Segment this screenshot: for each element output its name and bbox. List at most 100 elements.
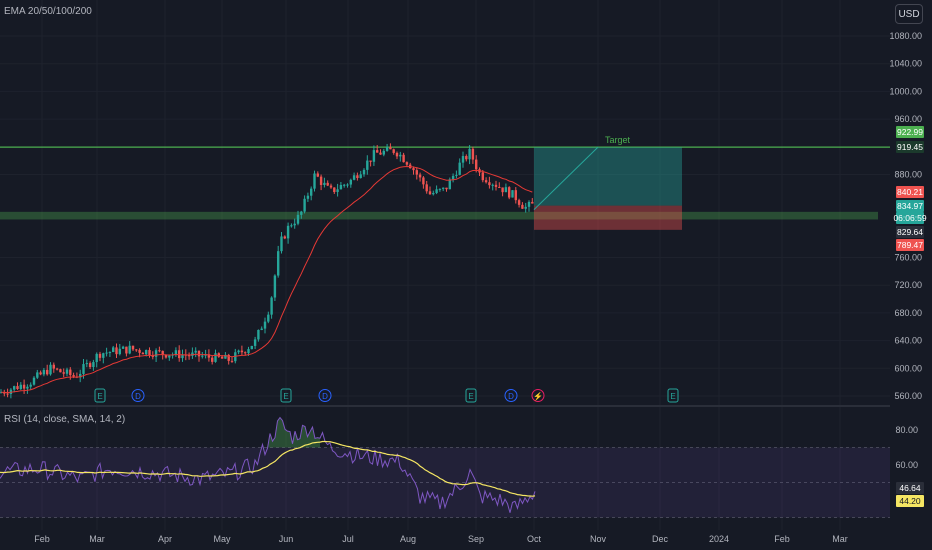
candle-body bbox=[435, 189, 438, 193]
support-zone bbox=[0, 211, 878, 220]
candle-body bbox=[88, 363, 92, 368]
candle-body bbox=[273, 275, 277, 298]
candle-body bbox=[402, 154, 405, 163]
candle-body bbox=[141, 352, 145, 355]
candle-body bbox=[211, 357, 214, 362]
candle-body bbox=[22, 384, 26, 389]
ema-indicator-label[interactable]: EMA 20/50/100/200 bbox=[4, 6, 92, 17]
candle-body bbox=[46, 369, 49, 375]
candle-body bbox=[300, 211, 303, 215]
candle-body bbox=[392, 149, 395, 153]
candle-body bbox=[514, 190, 517, 201]
candle-body bbox=[366, 160, 369, 170]
candle-body bbox=[32, 377, 36, 385]
candle-body bbox=[352, 175, 356, 180]
target-label: Target bbox=[605, 135, 631, 145]
event-marker-dividend bbox=[504, 389, 518, 402]
rsi-indicator-label[interactable]: RSI (14, close, SMA, 14, 2) bbox=[4, 414, 126, 425]
candlestick-series bbox=[0, 143, 534, 399]
candle-body bbox=[59, 369, 62, 373]
candle-body bbox=[92, 362, 95, 368]
event-marker-dividend bbox=[318, 389, 332, 402]
candle-body bbox=[36, 372, 39, 378]
event-marker-text: E bbox=[670, 392, 675, 401]
candle-body bbox=[389, 147, 392, 150]
event-marker-earnings bbox=[94, 388, 106, 403]
candle-body bbox=[442, 187, 445, 189]
rsi-value-label-bg bbox=[896, 495, 924, 507]
ema-line bbox=[0, 165, 533, 394]
candle-body bbox=[511, 190, 514, 198]
candle-body bbox=[451, 175, 455, 180]
event-marker-earnings bbox=[667, 388, 679, 403]
candle-body bbox=[3, 392, 6, 394]
event-marker-earnings bbox=[280, 388, 292, 403]
price-axis[interactable]: 1080.00 1040.00 1000.00 960.00 880.00 760.00 7… bbox=[889, 31, 922, 470]
candle-body bbox=[214, 353, 217, 362]
candle-body bbox=[244, 352, 247, 354]
time-tick-label: Feb bbox=[34, 534, 50, 544]
candle-body bbox=[181, 354, 184, 359]
candle-body bbox=[102, 353, 105, 358]
candle-body bbox=[326, 182, 329, 186]
long-position-tool[interactable]: Target bbox=[533, 135, 682, 230]
candle-body bbox=[501, 187, 504, 193]
candle-body bbox=[359, 174, 362, 179]
candle-body bbox=[29, 384, 32, 387]
candle-body bbox=[372, 150, 376, 162]
candle-body bbox=[154, 350, 158, 357]
candle-body bbox=[257, 329, 260, 340]
candle-body bbox=[220, 356, 224, 359]
event-marker-text: D bbox=[135, 392, 141, 401]
price-labels: 922.99 919.45 840.21 834.97 06:06:59 829.64 78… bbox=[893, 126, 927, 507]
candle-body bbox=[39, 372, 42, 375]
candle-body bbox=[425, 184, 428, 192]
candle-body bbox=[280, 236, 283, 252]
candle-body bbox=[521, 204, 524, 209]
price-label-text: 919.45 bbox=[897, 142, 923, 152]
candle-body bbox=[313, 173, 316, 189]
time-tick-label: May bbox=[213, 534, 231, 544]
candle-body bbox=[13, 386, 16, 390]
grid-lines bbox=[0, 447, 890, 518]
event-marker-split bbox=[531, 389, 545, 402]
candle-body bbox=[263, 321, 267, 329]
candle-body bbox=[343, 184, 346, 186]
candle-body bbox=[69, 369, 72, 376]
candle-body bbox=[260, 328, 263, 330]
time-tick-label: Mar bbox=[832, 534, 848, 544]
candle-body bbox=[197, 350, 201, 357]
candle-body bbox=[504, 187, 508, 193]
candle-body bbox=[161, 350, 164, 355]
candle-body bbox=[98, 353, 102, 358]
candle-body bbox=[329, 185, 333, 188]
candle-body bbox=[49, 364, 52, 375]
candle-body bbox=[283, 236, 286, 239]
currency-button[interactable]: USD bbox=[895, 4, 923, 24]
candle-body bbox=[270, 297, 273, 315]
candle-body bbox=[448, 179, 451, 190]
candle-body bbox=[65, 369, 69, 374]
candle-body bbox=[277, 251, 280, 276]
candle-body bbox=[438, 188, 442, 190]
candle-body bbox=[247, 349, 250, 354]
price-label-bg bbox=[896, 200, 924, 212]
candle-body bbox=[187, 355, 191, 357]
price-tick-label: 600.00 bbox=[894, 363, 922, 373]
candle-body bbox=[26, 386, 29, 389]
candle-body bbox=[475, 159, 478, 170]
candle-body bbox=[316, 173, 319, 177]
candle-body bbox=[524, 206, 527, 209]
candle-body bbox=[382, 150, 385, 155]
time-tick-label: Aug bbox=[400, 534, 416, 544]
candle-body bbox=[349, 179, 352, 185]
candle-body bbox=[395, 152, 399, 157]
candle-body bbox=[310, 188, 313, 196]
candle-body bbox=[6, 393, 9, 395]
candle-body bbox=[484, 180, 488, 183]
candle-body bbox=[207, 354, 211, 358]
time-axis[interactable]: Feb Mar Apr May Jun Jul Aug Sep Oct Nov Dec 2024 Feb… bbox=[34, 534, 848, 544]
time-tick-label: Jul bbox=[342, 534, 354, 544]
candle-body bbox=[362, 169, 366, 175]
